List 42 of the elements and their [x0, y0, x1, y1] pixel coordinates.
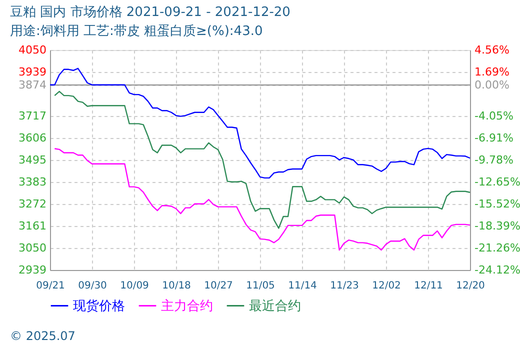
line-series — [54, 90, 471, 229]
y2-tick-label: -4.05% — [474, 110, 514, 123]
y-tick-label: 3717 — [18, 109, 46, 122]
y-tick-label: 3050 — [18, 242, 46, 255]
x-tick-label: 12/11 — [414, 280, 443, 292]
y2-tick-label: -18.39% — [474, 220, 520, 233]
y-tick-label: 3272 — [18, 198, 46, 211]
x-tick-label: 10/09 — [120, 280, 149, 292]
x-tick-label: 10/18 — [162, 280, 191, 292]
y2-tick-label: 1.69% — [474, 66, 510, 79]
y-tick-label: 3939 — [18, 65, 46, 78]
y-tick-label: 4050 — [18, 44, 46, 56]
x-tick-label: 10/27 — [204, 280, 233, 292]
legend-label: 最近合约 — [249, 298, 301, 314]
y-tick-label: 2939 — [18, 264, 46, 276]
x-tick-label: 11/23 — [330, 280, 359, 292]
y2-tick-label: -9.78% — [474, 154, 514, 166]
x-tick-label: 12/02 — [372, 280, 401, 292]
x-tick-label: 12/20 — [456, 280, 485, 292]
x-tick-label: 11/05 — [246, 280, 275, 292]
line-series — [49, 68, 471, 179]
y-tick-label: 3874 — [18, 78, 46, 92]
chart-subtitle: 用途:饲料用 工艺:带皮 粗蛋白质≥(%):43.0 — [10, 24, 263, 39]
y2-tick-label: -15.52% — [474, 198, 520, 211]
x-tick-label: 09/30 — [78, 280, 107, 292]
y-tick-label: 3606 — [18, 131, 46, 144]
text: © 2025.07 — [10, 329, 76, 343]
chart-title: 豆粕 国内 市场价格 2021-09-21 - 2021-12-20 — [10, 5, 290, 20]
y2-tick-label: -24.12% — [474, 264, 520, 276]
y2-tick-label: 0.00% — [474, 78, 510, 92]
y2-tick-label: -12.65% — [474, 176, 520, 189]
y-tick-label: 3495 — [18, 153, 46, 166]
x-tick-label: 11/14 — [288, 280, 317, 292]
legend-label: 现货价格 — [73, 298, 125, 314]
y2-tick-label: -6.91% — [474, 131, 514, 144]
y2-tick-label: -21.26% — [474, 242, 520, 255]
y2-tick-label: 4.56% — [474, 44, 510, 56]
legend-label: 主力合约 — [161, 298, 213, 314]
y-tick-label: 3383 — [18, 176, 46, 189]
line-series — [54, 148, 471, 251]
x-tick-label: 09/21 — [36, 280, 65, 292]
y-tick-label: 3161 — [18, 220, 46, 233]
